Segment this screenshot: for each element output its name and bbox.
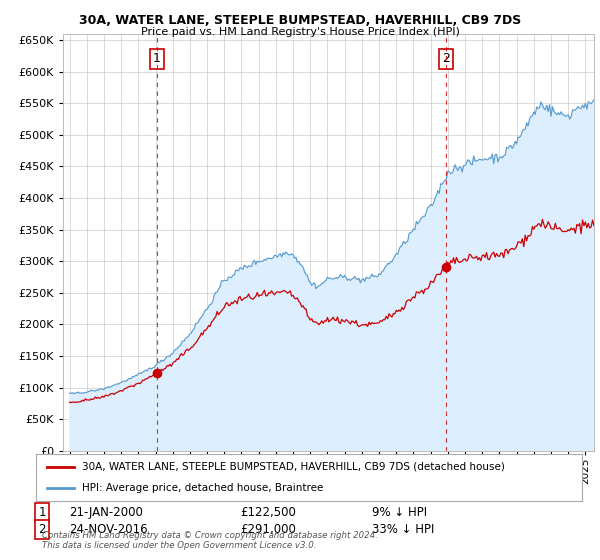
Text: 30A, WATER LANE, STEEPLE BUMPSTEAD, HAVERHILL, CB9 7DS (detached house): 30A, WATER LANE, STEEPLE BUMPSTEAD, HAVE… [82, 462, 505, 472]
Text: 2: 2 [38, 522, 46, 536]
Text: Contains HM Land Registry data © Crown copyright and database right 2024.
This d: Contains HM Land Registry data © Crown c… [42, 530, 378, 550]
Text: 30A, WATER LANE, STEEPLE BUMPSTEAD, HAVERHILL, CB9 7DS: 30A, WATER LANE, STEEPLE BUMPSTEAD, HAVE… [79, 14, 521, 27]
Text: 24-NOV-2016: 24-NOV-2016 [69, 522, 148, 536]
Text: 9% ↓ HPI: 9% ↓ HPI [372, 506, 427, 519]
Text: 21-JAN-2000: 21-JAN-2000 [69, 506, 143, 519]
Text: Price paid vs. HM Land Registry's House Price Index (HPI): Price paid vs. HM Land Registry's House … [140, 27, 460, 37]
Text: HPI: Average price, detached house, Braintree: HPI: Average price, detached house, Brai… [82, 483, 324, 493]
Text: 33% ↓ HPI: 33% ↓ HPI [372, 522, 434, 536]
Text: 1: 1 [38, 506, 46, 519]
Text: £122,500: £122,500 [240, 506, 296, 519]
Text: £291,000: £291,000 [240, 522, 296, 536]
Text: 1: 1 [153, 53, 161, 66]
Text: 2: 2 [442, 53, 450, 66]
